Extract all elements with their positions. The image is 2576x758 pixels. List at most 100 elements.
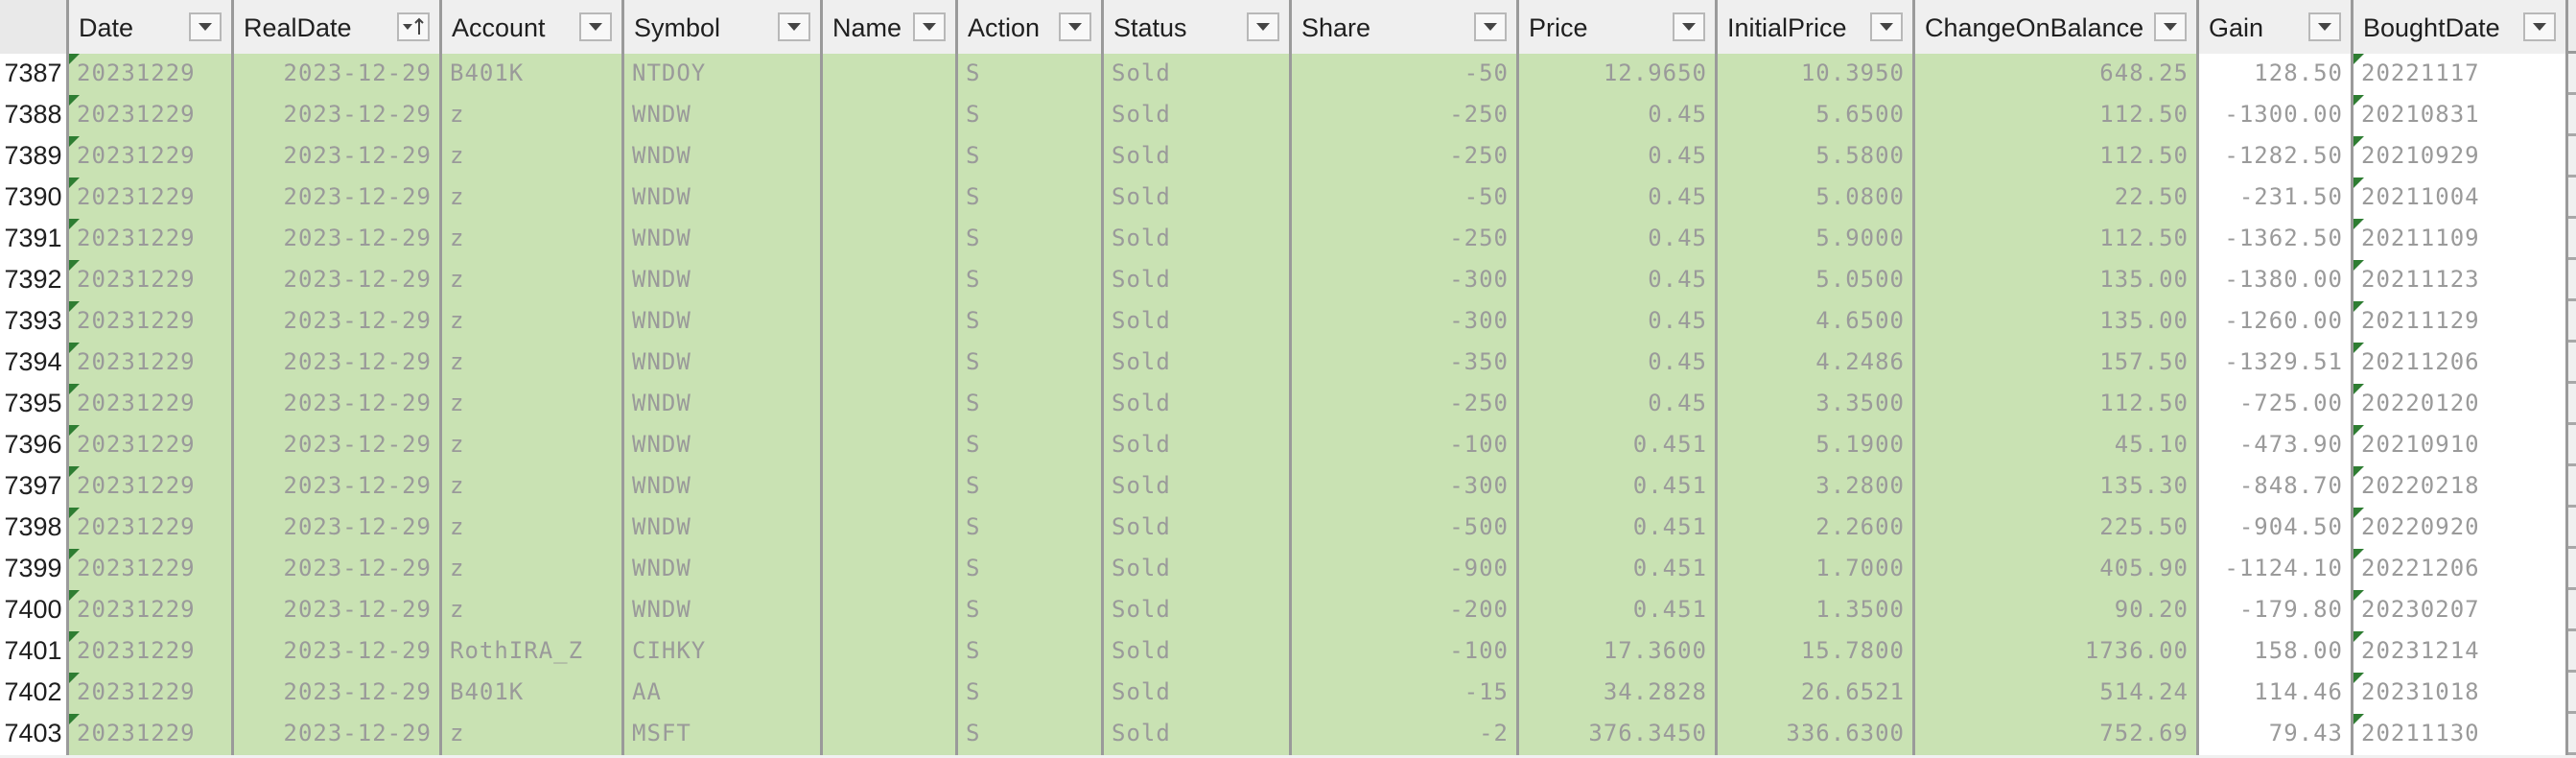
cell-symbol[interactable]: WNDW (624, 384, 823, 425)
cell-date[interactable]: 20231229 (69, 425, 234, 466)
cell-account[interactable]: z (442, 136, 624, 178)
cell-realdate[interactable]: 2023-12-29 (234, 590, 442, 631)
cell-date[interactable]: 20231229 (69, 384, 234, 425)
cell-gain[interactable]: 79.43 (2199, 714, 2354, 755)
cell-date[interactable]: 20231229 (69, 549, 234, 590)
cell-action[interactable]: S (958, 301, 1104, 343)
cell-gain[interactable]: 158.00 (2199, 631, 2354, 673)
cell-status[interactable]: Sold (1104, 425, 1292, 466)
column-header-name[interactable]: Name (823, 0, 958, 54)
cell-date[interactable]: 20231229 (69, 219, 234, 260)
cell-action[interactable]: S (958, 631, 1104, 673)
cell-symbol[interactable]: WNDW (624, 260, 823, 301)
cell-date[interactable]: 20231229 (69, 178, 234, 219)
cell-initialprice[interactable]: 3.2800 (1718, 466, 1915, 508)
cell-symbol[interactable]: WNDW (624, 219, 823, 260)
cell-realdate[interactable]: 2023-12-29 (234, 136, 442, 178)
cell-changeonbalance[interactable]: 405.90 (1915, 549, 2199, 590)
cell-action[interactable]: S (958, 508, 1104, 549)
cell-date[interactable]: 20231229 (69, 260, 234, 301)
column-header-symbol[interactable]: Symbol (624, 0, 823, 54)
cell-realdate[interactable]: 2023-12-29 (234, 631, 442, 673)
cell-changeonbalance[interactable]: 157.50 (1915, 343, 2199, 384)
cell-account[interactable]: z (442, 95, 624, 136)
cell-symbol[interactable]: WNDW (624, 95, 823, 136)
cell-boughtdate[interactable]: 20211004 (2354, 178, 2568, 219)
cell-initialprice[interactable]: 5.6500 (1718, 95, 1915, 136)
cell-realdate[interactable]: 2023-12-29 (234, 219, 442, 260)
row-number[interactable]: 7395 (0, 384, 69, 425)
filter-dropdown-icon[interactable] (1247, 12, 1279, 41)
cell-status[interactable]: Sold (1104, 466, 1292, 508)
cell-name[interactable] (823, 54, 958, 95)
cell-boughtdate[interactable]: 20221117 (2354, 54, 2568, 95)
cell-changeonbalance[interactable]: 135.00 (1915, 260, 2199, 301)
cell-status[interactable]: Sold (1104, 178, 1292, 219)
cell-name[interactable] (823, 466, 958, 508)
cell-symbol[interactable]: MSFT (624, 714, 823, 755)
cell-gain[interactable]: -1282.50 (2199, 136, 2354, 178)
cell-changeonbalance[interactable]: 1736.00 (1915, 631, 2199, 673)
sort-ascending-filter-icon[interactable] (397, 12, 430, 41)
row-number[interactable]: 7401 (0, 631, 69, 673)
cell-status[interactable]: Sold (1104, 54, 1292, 95)
cell-gain[interactable]: 114.46 (2199, 673, 2354, 714)
cell-name[interactable] (823, 673, 958, 714)
cell-initialprice[interactable]: 5.0800 (1718, 178, 1915, 219)
cell-changeonbalance[interactable]: 112.50 (1915, 136, 2199, 178)
cell-action[interactable]: S (958, 466, 1104, 508)
cell-realdate[interactable]: 2023-12-29 (234, 54, 442, 95)
cell-realdate[interactable]: 2023-12-29 (234, 508, 442, 549)
cell-status[interactable]: Sold (1104, 343, 1292, 384)
cell-changeonbalance[interactable]: 22.50 (1915, 178, 2199, 219)
cell-account[interactable]: z (442, 466, 624, 508)
cell-initialprice[interactable]: 4.6500 (1718, 301, 1915, 343)
cell-action[interactable]: S (958, 673, 1104, 714)
filter-dropdown-icon[interactable] (2308, 12, 2341, 41)
cell-date[interactable]: 20231229 (69, 466, 234, 508)
cell-boughtdate[interactable]: 20211130 (2354, 714, 2568, 755)
cell-account[interactable]: z (442, 508, 624, 549)
cell-price[interactable]: 0.45 (1519, 95, 1718, 136)
filter-dropdown-icon[interactable] (2154, 12, 2187, 41)
cell-gain[interactable]: -1362.50 (2199, 219, 2354, 260)
cell-changeonbalance[interactable]: 752.69 (1915, 714, 2199, 755)
cell-realdate[interactable]: 2023-12-29 (234, 178, 442, 219)
cell-share[interactable]: -900 (1292, 549, 1519, 590)
cell-share[interactable]: -350 (1292, 343, 1519, 384)
cell-share[interactable]: -100 (1292, 425, 1519, 466)
row-number[interactable]: 7394 (0, 343, 69, 384)
cell-symbol[interactable]: WNDW (624, 425, 823, 466)
cell-name[interactable] (823, 714, 958, 755)
cell-symbol[interactable]: WNDW (624, 178, 823, 219)
cell-price[interactable]: 17.3600 (1519, 631, 1718, 673)
cell-date[interactable]: 20231229 (69, 301, 234, 343)
cell-initialprice[interactable]: 1.3500 (1718, 590, 1915, 631)
cell-changeonbalance[interactable]: 112.50 (1915, 95, 2199, 136)
cell-boughtdate[interactable]: 20211109 (2354, 219, 2568, 260)
cell-name[interactable] (823, 590, 958, 631)
cell-realdate[interactable]: 2023-12-29 (234, 425, 442, 466)
filter-dropdown-icon[interactable] (1059, 12, 1091, 41)
cell-name[interactable] (823, 343, 958, 384)
row-number[interactable]: 7402 (0, 673, 69, 714)
cell-changeonbalance[interactable]: 514.24 (1915, 673, 2199, 714)
cell-price[interactable]: 0.45 (1519, 343, 1718, 384)
cell-date[interactable]: 20231229 (69, 136, 234, 178)
cell-changeonbalance[interactable]: 135.30 (1915, 466, 2199, 508)
cell-action[interactable]: S (958, 714, 1104, 755)
cell-action[interactable]: S (958, 384, 1104, 425)
cell-name[interactable] (823, 549, 958, 590)
cell-price[interactable]: 0.45 (1519, 178, 1718, 219)
cell-status[interactable]: Sold (1104, 95, 1292, 136)
column-header-price[interactable]: Price (1519, 0, 1718, 54)
cell-initialprice[interactable]: 1.7000 (1718, 549, 1915, 590)
cell-changeonbalance[interactable]: 112.50 (1915, 384, 2199, 425)
row-number[interactable]: 7398 (0, 508, 69, 549)
cell-share[interactable]: -250 (1292, 95, 1519, 136)
cell-account[interactable]: z (442, 425, 624, 466)
cell-changeonbalance[interactable]: 648.25 (1915, 54, 2199, 95)
cell-share[interactable]: -50 (1292, 178, 1519, 219)
cell-price[interactable]: 0.45 (1519, 136, 1718, 178)
cell-date[interactable]: 20231229 (69, 508, 234, 549)
